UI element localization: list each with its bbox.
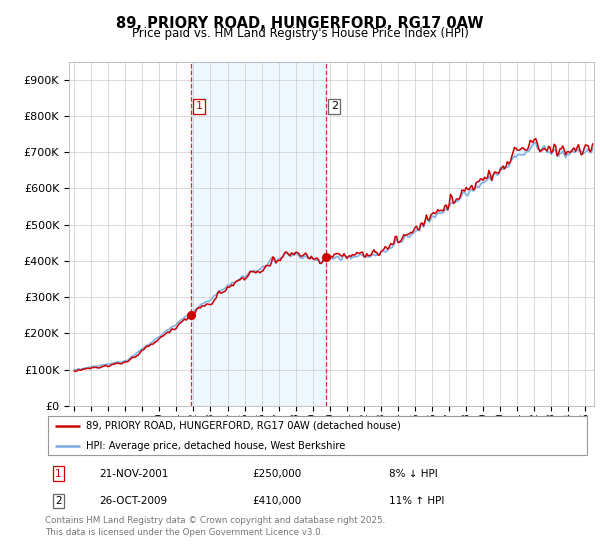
Text: 89, PRIORY ROAD, HUNGERFORD, RG17 0AW (detached house): 89, PRIORY ROAD, HUNGERFORD, RG17 0AW (d… [86,421,401,431]
Text: Contains HM Land Registry data © Crown copyright and database right 2025.
This d: Contains HM Land Registry data © Crown c… [45,516,385,537]
Text: 1: 1 [55,469,61,479]
Text: Price paid vs. HM Land Registry's House Price Index (HPI): Price paid vs. HM Land Registry's House … [131,27,469,40]
Text: 21-NOV-2001: 21-NOV-2001 [100,469,169,479]
Bar [191,62,326,406]
Text: HPI: Average price, detached house, West Berkshire: HPI: Average price, detached house, West… [86,441,346,451]
Text: 11% ↑ HPI: 11% ↑ HPI [389,496,445,506]
Text: 2: 2 [55,496,61,506]
Text: 2: 2 [331,101,338,111]
Text: 8% ↓ HPI: 8% ↓ HPI [389,469,438,479]
Text: 1: 1 [196,101,203,111]
Text: £410,000: £410,000 [253,496,302,506]
Text: £250,000: £250,000 [253,469,302,479]
Text: 26-OCT-2009: 26-OCT-2009 [100,496,168,506]
FancyBboxPatch shape [48,416,587,455]
Text: 89, PRIORY ROAD, HUNGERFORD, RG17 0AW: 89, PRIORY ROAD, HUNGERFORD, RG17 0AW [116,16,484,31]
